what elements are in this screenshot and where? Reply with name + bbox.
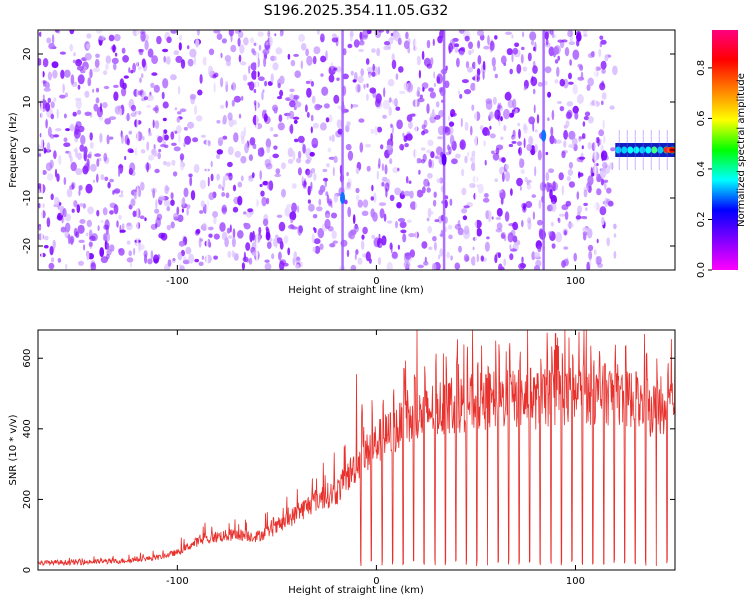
colorbar-ticks: 0.0 0.2 0.4 0.6 0.8 <box>696 60 712 278</box>
colorbar-scale <box>712 30 738 270</box>
x-tick-label: 100 <box>566 576 585 587</box>
carrier-blob <box>651 146 658 154</box>
carrier-blob <box>615 146 622 154</box>
x-tick-label: 100 <box>566 276 585 287</box>
noise-gap <box>256 30 258 270</box>
spectrogram-y-label: Frequency (Hz) <box>8 112 19 188</box>
noise-field <box>38 30 618 270</box>
y-tick-label: 0 <box>22 147 33 153</box>
x-tick-label: -100 <box>166 276 189 287</box>
noise-gap <box>474 30 477 270</box>
y-tick-label: -20 <box>22 238 33 254</box>
x-tick-label: -100 <box>166 576 189 587</box>
snr-series-line <box>38 330 675 567</box>
streak-peak <box>340 192 346 204</box>
noise-gap <box>415 30 418 270</box>
y-tick-label: 0 <box>22 567 33 573</box>
streak-peak <box>541 129 547 142</box>
carrier-blob <box>645 146 652 154</box>
noise-gap <box>136 30 139 270</box>
noise-gap <box>594 30 597 270</box>
y-tick-label: 400 <box>22 419 33 438</box>
colorbar-tick-label: 0.4 <box>696 161 707 177</box>
colorbar-label: Normalized spectral amplitude <box>736 73 747 227</box>
x-tick-label: 0 <box>373 576 379 587</box>
spectrogram-x-label: Height of straight line (km) <box>288 285 424 296</box>
colorbar: 0.0 0.2 0.4 0.6 0.8 Normalized spectral ampl… <box>696 30 747 278</box>
carrier-blob <box>627 146 634 154</box>
y-tick-label: 20 <box>22 48 33 61</box>
spectrogram-field <box>38 30 675 270</box>
carrier-blob <box>639 146 646 154</box>
snr-ticks: -100 0 100 0 200 400 600 <box>22 330 675 587</box>
snr-x-label: Height of straight line (km) <box>288 585 424 596</box>
colorbar-tick-label: 0.8 <box>696 60 707 76</box>
carrier-blob <box>633 146 640 154</box>
y-tick-label: -10 <box>22 190 33 206</box>
colorbar-tick-label: 0.2 <box>696 212 707 228</box>
snr-y-label: SNR (10 * v/v) <box>8 414 19 485</box>
y-tick-label: 600 <box>22 349 33 368</box>
carrier-blob <box>657 146 664 154</box>
x-tick-label: 0 <box>373 276 379 287</box>
y-tick-label: 200 <box>22 490 33 509</box>
noise-gap <box>206 30 209 270</box>
streak-peak <box>441 153 447 166</box>
snr-panel: -100 0 100 0 200 400 600 Height of straight li… <box>8 329 676 596</box>
colorbar-tick-label: 0.6 <box>696 110 707 126</box>
y-tick-label: 10 <box>22 96 33 109</box>
snr-frame <box>37 329 676 571</box>
figure-title: S196.2025.354.11.05.G32 <box>264 3 449 19</box>
carrier-blob <box>621 146 628 154</box>
colorbar-tick-label: 0.0 <box>696 262 707 278</box>
